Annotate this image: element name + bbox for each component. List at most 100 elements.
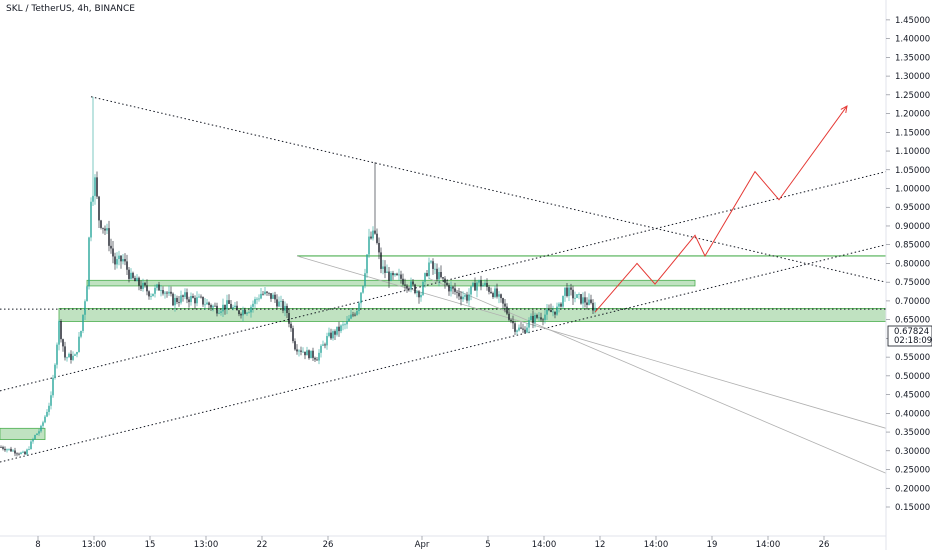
candle-body-268 (536, 314, 538, 318)
candle-body-137 (274, 294, 276, 300)
candle-body-95 (190, 295, 192, 303)
x-tick-label-7: 5 (485, 540, 490, 550)
candle-body-76 (152, 293, 154, 297)
y-tick-label-11: 0.70000 (895, 297, 930, 307)
candle-body-210 (420, 294, 422, 298)
candle-body-219 (438, 272, 440, 280)
candle-body-157 (314, 357, 316, 360)
candle-body-16 (32, 439, 34, 442)
chart-title: SKL / TetherUS, 4h, BINANCE (6, 4, 135, 14)
candle-body-135 (270, 293, 272, 299)
projection-layer (594, 105, 848, 313)
candle-body-151 (302, 351, 304, 353)
candle-body-234 (468, 294, 470, 301)
candle-body-173 (346, 320, 348, 325)
candle-body-104 (208, 302, 210, 306)
candle-body-66 (132, 272, 134, 278)
candle-body-273 (546, 309, 548, 315)
candle-body-287 (574, 297, 576, 299)
plot-area[interactable] (0, 0, 886, 536)
candle-body-92 (184, 292, 186, 297)
candle-body-231 (462, 296, 464, 300)
candle-body-174 (348, 318, 350, 321)
candle-body-86 (172, 293, 174, 306)
candle-body-39 (78, 336, 80, 352)
candle-body-47 (94, 177, 96, 196)
trendline-4 (296, 255, 887, 429)
price-axis[interactable]: 0.15000 0.20000 0.25000 0.30000 0.35000 0.400… (886, 16, 930, 513)
candle-body-124 (248, 312, 250, 314)
candle-body-286 (572, 289, 574, 299)
candle-body-37 (74, 354, 76, 356)
candle-body-80 (160, 290, 162, 291)
candle-body-232 (464, 295, 466, 297)
last-price-box (887, 325, 932, 347)
candle-body-75 (150, 296, 152, 297)
x-tick-label-3: 13:00 (194, 540, 219, 550)
candle-body-13 (26, 449, 28, 455)
candle-body-200 (400, 274, 402, 279)
candle-body-188 (376, 233, 378, 243)
candle-body-56 (112, 248, 114, 257)
candle-body-12 (24, 451, 26, 455)
candle-body-242 (484, 282, 486, 286)
candle-body-100 (200, 296, 202, 298)
candle-body-15 (30, 441, 32, 450)
candle-body-48 (96, 177, 98, 197)
candle-body-265 (530, 315, 532, 321)
candle-body-211 (422, 281, 424, 295)
candle-body-245 (490, 291, 492, 294)
time-axis[interactable]: 8 13:00 15 13:00 22 26 Apr 5 14:00 12 14:00 19 14:00… (35, 536, 829, 550)
candle-body-289 (578, 294, 580, 295)
candle-body-63 (126, 261, 128, 270)
candle-body-98 (196, 297, 198, 304)
candle-body-171 (342, 324, 344, 326)
support-zone-1 (58, 308, 887, 322)
candle-body-185 (370, 236, 372, 239)
candle-body-7 (14, 450, 16, 454)
candle-body-19 (38, 431, 40, 434)
candle-body-0 (0, 447, 2, 448)
candle-body-2 (4, 448, 6, 451)
candle-body-259 (518, 327, 520, 331)
last-price-value: 0.67824 (894, 327, 929, 337)
candle-body-150 (300, 350, 302, 352)
y-tick-label-2: 0.25000 (895, 466, 930, 476)
candle-body-183 (366, 254, 368, 274)
candle-body-284 (568, 287, 570, 297)
candle-body-189 (378, 242, 380, 253)
candle-body-112 (224, 304, 226, 310)
candle-body-190 (380, 252, 382, 269)
candle-body-221 (442, 277, 444, 279)
candle-body-255 (510, 319, 512, 322)
candle-body-261 (522, 328, 524, 330)
y-tick-label-7: 0.50000 (895, 372, 930, 382)
candle-body-236 (472, 282, 474, 287)
y-tick-label-14: 0.85000 (895, 241, 930, 251)
candle-body-57 (114, 256, 116, 265)
y-tick-label-4: 0.35000 (895, 428, 930, 438)
candle-body-114 (228, 300, 230, 304)
candle-body-264 (528, 320, 530, 328)
candle-body-81 (162, 290, 164, 294)
candle-body-131 (262, 293, 264, 295)
y-tick-label-3: 0.30000 (895, 447, 930, 457)
candle-body-108 (216, 305, 218, 314)
candle-body-20 (40, 425, 42, 432)
candle-body-177 (354, 314, 356, 316)
candle-body-4 (8, 448, 10, 450)
candle-body-91 (182, 295, 184, 297)
x-tick-label-1: 13:00 (82, 540, 107, 550)
candle-body-83 (166, 292, 168, 294)
candle-body-42 (84, 301, 86, 315)
candle-body-149 (298, 350, 300, 352)
trendline-0 (0, 171, 887, 392)
candle-body-79 (158, 284, 160, 291)
candle-body-10 (20, 452, 22, 455)
candle-body-281 (562, 295, 564, 307)
candle-body-295 (590, 299, 592, 303)
candle-body-28 (56, 344, 58, 365)
y-tick-label-6: 0.45000 (895, 391, 930, 401)
candle-body-22 (44, 416, 46, 423)
